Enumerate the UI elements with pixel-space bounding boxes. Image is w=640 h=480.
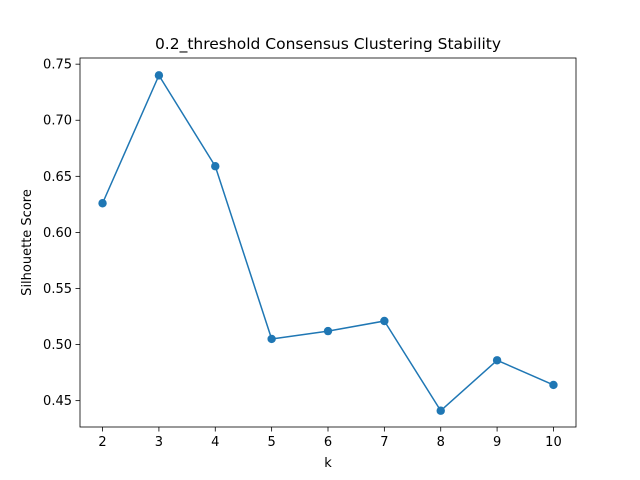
axis-ticks: 2 3 4 5 6 7 8 9 10 0.45 0.50 0.55 0.60 0.65 0.70 0.75 (43, 58, 562, 450)
x-tick-label: 5 (267, 435, 275, 450)
y-tick-label: 0.55 (43, 282, 72, 297)
y-tick-label: 0.50 (43, 338, 72, 353)
x-tick-label: 8 (437, 435, 445, 450)
y-axis-label: Silhouette Score (20, 189, 35, 296)
y-tick-label: 0.65 (43, 170, 72, 185)
plot-frame (79, 57, 577, 428)
x-tick-label: 9 (493, 435, 501, 450)
data-point (267, 334, 276, 344)
data-point (436, 406, 445, 415)
x-tick-label: 4 (211, 435, 219, 450)
chart-title: 0.2_threshold Consensus Clustering Stabi… (155, 35, 501, 54)
data-point (380, 316, 389, 326)
data-point (549, 380, 558, 390)
y-tick-label: 0.75 (43, 58, 72, 73)
x-tick-label: 2 (98, 435, 106, 450)
data-point (154, 71, 164, 80)
data-point (211, 162, 220, 171)
x-tick-label: 6 (324, 435, 332, 450)
data-point (323, 326, 333, 336)
y-tick-label: 0.70 (43, 114, 72, 129)
data-point (98, 199, 107, 208)
plot-area (80, 58, 576, 427)
x-axis-label: k (324, 456, 332, 471)
series-layer (98, 71, 558, 415)
x-tick-label: 3 (155, 435, 163, 450)
y-tick-label: 0.60 (43, 226, 72, 241)
x-tick-label: 10 (545, 435, 562, 450)
x-tick-label: 7 (380, 435, 388, 450)
data-point (492, 356, 502, 365)
y-tick-label: 0.45 (43, 394, 72, 409)
